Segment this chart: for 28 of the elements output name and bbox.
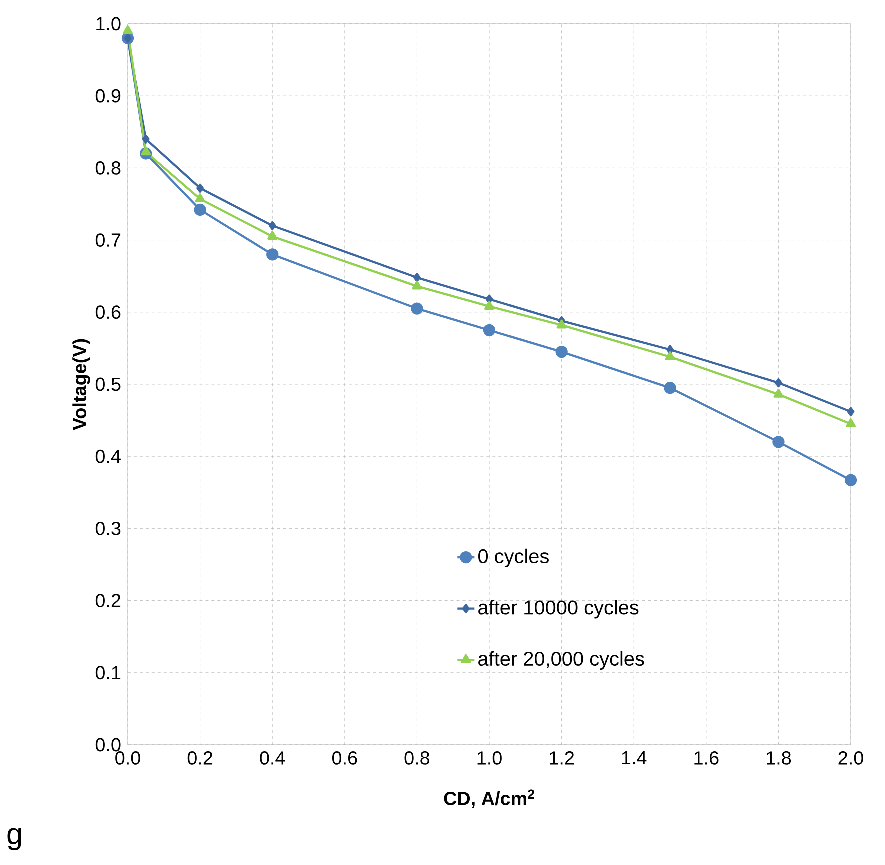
x-tick-label: 0.0 bbox=[116, 751, 140, 765]
legend-label: after 20,000 cycles bbox=[478, 651, 644, 670]
y-tick-label: 0.9 bbox=[96, 89, 121, 103]
x-tick-label: 1.4 bbox=[622, 752, 647, 765]
text: g bbox=[8, 828, 22, 850]
x-tick-label: 0.8 bbox=[404, 751, 430, 765]
y-tick-label: 0.2 bbox=[96, 594, 121, 608]
y-tick-label: 1.0 bbox=[96, 17, 121, 31]
y-tick-label: 0.4 bbox=[96, 450, 121, 464]
y-tick-label: 0.0 bbox=[96, 738, 121, 752]
y-tick-label: 0.6 bbox=[96, 306, 121, 320]
x-tick-label: 1.0 bbox=[478, 751, 502, 765]
x-tick-label: 1.8 bbox=[766, 751, 792, 765]
x-tick-label: 2.0 bbox=[838, 751, 864, 765]
legend-label: 0 cycles bbox=[478, 548, 549, 568]
y-tick-label: 0.5 bbox=[96, 378, 121, 392]
y-tick-label: 0.8 bbox=[96, 161, 121, 175]
x-tick-label: 1.2 bbox=[550, 751, 574, 765]
x-axis-title: CD, A/cm$^{2}$ bbox=[444, 790, 534, 808]
y-tick-label: 0.7 bbox=[96, 234, 121, 247]
y-tick-label: 0.3 bbox=[96, 522, 121, 536]
x-tick-label: 0.4 bbox=[260, 751, 286, 765]
legend-label: after 10000 cycles bbox=[478, 600, 639, 619]
x-tick-label: 0.6 bbox=[332, 751, 358, 765]
y-axis-title: Voltage(V) bbox=[72, 339, 90, 430]
x-tick-label: 1.6 bbox=[694, 751, 719, 765]
y-tick-label: 0.1 bbox=[96, 666, 121, 680]
x-tick-label: 0.2 bbox=[188, 751, 213, 765]
